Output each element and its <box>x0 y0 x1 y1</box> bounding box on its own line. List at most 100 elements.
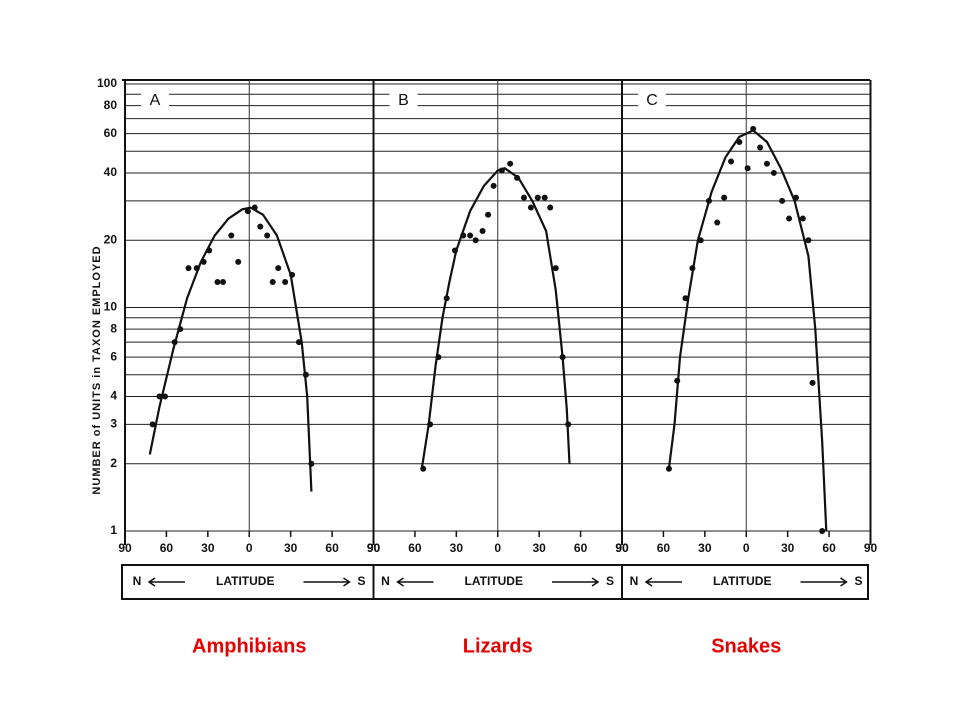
panel-caption: Amphibians <box>192 635 306 657</box>
x-tick-label: 0 <box>246 541 253 555</box>
y-tick-label: 10 <box>104 300 118 314</box>
data-point <box>792 194 799 201</box>
data-point <box>149 421 156 428</box>
arrow-right <box>303 577 351 587</box>
data-point <box>289 271 296 278</box>
y-tick-label: 40 <box>104 165 118 179</box>
data-point <box>177 326 184 333</box>
x-tick-label: 60 <box>325 541 339 555</box>
data-point <box>674 377 681 384</box>
x-tick-label: 30 <box>781 541 795 555</box>
data-point <box>507 160 514 167</box>
data-point <box>185 265 192 272</box>
data-point <box>552 265 559 272</box>
x-axis-label: LATITUDE <box>216 574 274 588</box>
panel-caption: Snakes <box>711 635 781 657</box>
data-point <box>682 295 689 302</box>
fit-curve <box>420 166 571 469</box>
data-point <box>206 247 213 254</box>
y-tick-label: 100 <box>97 76 117 90</box>
panel-label: B <box>398 92 409 109</box>
x-tick-label: 60 <box>574 541 588 555</box>
data-point <box>705 197 712 204</box>
data-point <box>156 393 163 400</box>
latitude-box <box>121 564 869 600</box>
x-tick-label: 60 <box>408 541 422 555</box>
data-point <box>244 208 251 215</box>
y-tick-label: 6 <box>110 349 117 363</box>
data-point <box>498 167 505 174</box>
data-point <box>220 279 227 286</box>
data-point <box>520 194 527 201</box>
arrow-right <box>800 577 848 587</box>
data-point <box>819 528 826 534</box>
data-point <box>451 247 458 254</box>
data-point <box>728 158 735 165</box>
data-point <box>541 194 548 201</box>
x-tick-label: 0 <box>494 541 501 555</box>
data-point <box>171 339 178 346</box>
data-point <box>269 279 276 286</box>
data-point <box>757 144 764 151</box>
y-axis-label: NUMBER of UNITS in TAXON EMPLOYED <box>91 245 103 494</box>
x-tick-label: 60 <box>657 541 671 555</box>
data-point <box>162 393 169 400</box>
y-tick-label: 80 <box>104 98 118 112</box>
data-point <box>665 465 672 472</box>
data-point <box>479 227 486 234</box>
data-point <box>750 125 757 132</box>
y-tick-label: 4 <box>110 389 117 403</box>
data-point <box>295 339 302 346</box>
panel-label: C <box>646 92 658 109</box>
data-point <box>689 265 696 272</box>
panel-label: A <box>150 92 161 109</box>
data-point <box>460 232 467 239</box>
data-point <box>565 421 572 428</box>
x-right-label: S <box>854 574 862 588</box>
data-point <box>275 265 282 272</box>
panel-label-box <box>389 90 418 112</box>
x-tick-label: 30 <box>698 541 712 555</box>
data-point <box>485 211 492 218</box>
data-point <box>427 421 434 428</box>
y-tick-label: 60 <box>104 126 118 140</box>
x-tick-label: 30 <box>532 541 546 555</box>
data-point <box>257 223 264 230</box>
data-point <box>697 237 704 244</box>
data-point <box>251 204 258 211</box>
data-point <box>193 265 200 272</box>
x-tick-label: 30 <box>284 541 298 555</box>
x-left-label: N <box>630 574 639 588</box>
fit-curve <box>148 206 313 492</box>
data-point <box>514 174 521 181</box>
data-point <box>228 232 235 239</box>
x-left-label: N <box>133 574 142 588</box>
x-right-label: S <box>357 574 365 588</box>
data-point <box>443 295 450 302</box>
data-point <box>786 215 793 222</box>
data-point <box>736 139 743 146</box>
data-point <box>534 194 541 201</box>
data-point <box>490 182 497 189</box>
data-point <box>770 169 777 176</box>
x-tick-label: 60 <box>822 541 836 555</box>
y-tick-label: 8 <box>110 321 117 335</box>
panel-label-box <box>141 90 169 112</box>
data-point <box>779 197 786 204</box>
data-point <box>805 237 812 244</box>
data-point <box>809 379 816 386</box>
x-right-label: S <box>606 574 614 588</box>
data-point <box>235 258 242 265</box>
data-point <box>435 354 442 361</box>
data-point <box>214 279 221 286</box>
y-tick-label: 3 <box>110 417 117 431</box>
fit-curve <box>667 129 828 532</box>
data-point <box>744 165 751 172</box>
y-tick-label: 2 <box>110 456 117 470</box>
arrow-left <box>147 577 185 587</box>
arrow-left <box>396 577 434 587</box>
data-point <box>264 232 271 239</box>
x-tick-label: 90 <box>367 541 381 555</box>
x-tick-label: 60 <box>160 541 174 555</box>
